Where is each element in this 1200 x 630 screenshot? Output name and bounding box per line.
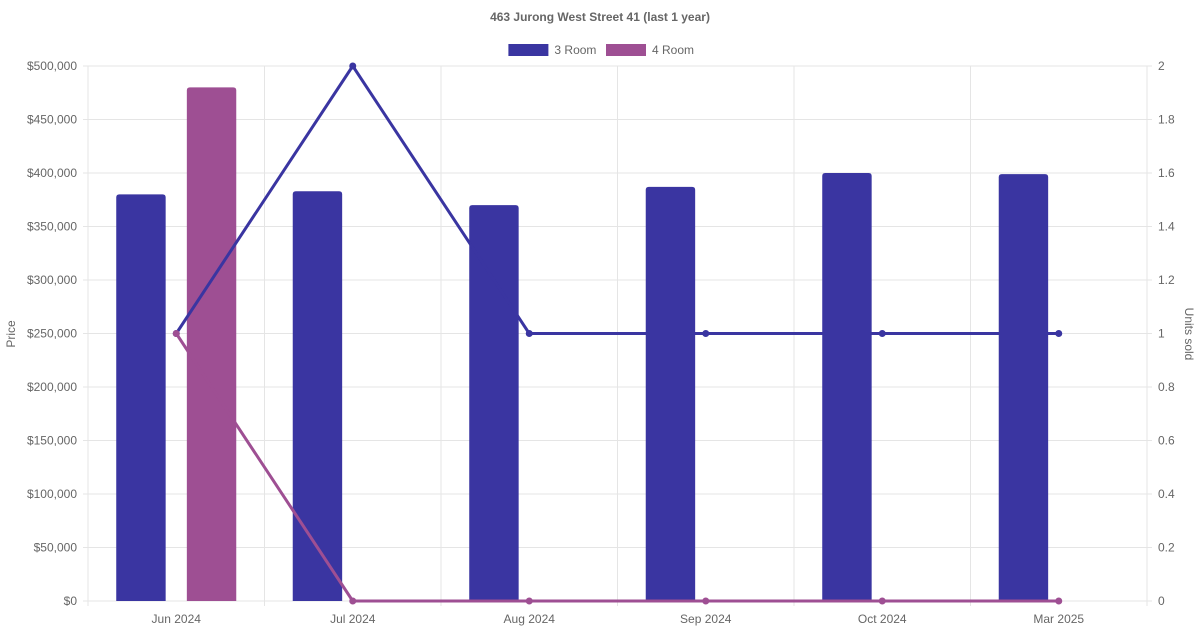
y2-tick-label: 1.6 — [1158, 166, 1175, 180]
point-3-room[interactable] — [1055, 330, 1063, 337]
bar-3-room[interactable] — [822, 173, 872, 601]
bar-3-room[interactable] — [469, 205, 519, 601]
point-4-room[interactable] — [702, 597, 710, 605]
y2-tick-label: 0.8 — [1158, 380, 1175, 394]
legend-label: 4 Room — [652, 43, 694, 57]
x-tick-label: Aug 2024 — [504, 612, 556, 626]
y2-tick-label: 0.6 — [1158, 434, 1175, 448]
bars — [116, 87, 1049, 601]
y-tick-label: $500,000 — [27, 59, 77, 73]
x-tick-label: Jul 2024 — [330, 612, 376, 626]
point-4-room[interactable] — [878, 597, 886, 605]
y-tick-label: $200,000 — [27, 380, 77, 394]
x-axis: Jun 2024 Jul 2024 Aug 2024 Sep 2024 Oct 2024… — [152, 612, 1085, 626]
legend-label: 3 Room — [554, 43, 596, 57]
y-tick-label: $450,000 — [27, 113, 77, 127]
y2-tick-label: 0.4 — [1158, 487, 1175, 501]
x-tick-label: Mar 2025 — [1033, 612, 1084, 626]
chart-title: 463 Jurong West Street 41 (last 1 year) — [490, 10, 710, 24]
y-tick-label: $150,000 — [27, 434, 77, 448]
line-4-room — [174, 332, 1059, 603]
point-4-room[interactable] — [172, 330, 180, 337]
bar-4-room[interactable] — [186, 87, 237, 601]
legend-item-4-room[interactable]: 4 Room — [606, 43, 694, 57]
point-3-room[interactable] — [525, 330, 533, 337]
legend-item-3-room[interactable]: 3 Room — [508, 43, 596, 57]
y-tick-label: $50,000 — [34, 541, 78, 555]
y-tick-label: $100,000 — [27, 487, 77, 501]
y2-tick-label: 1.8 — [1158, 113, 1175, 127]
y-axis-left: $0 $50,000 $100,000 $150,000 $200,000 $250,00… — [27, 59, 77, 608]
y-tick-label: $350,000 — [27, 220, 77, 234]
x-tick-label: Oct 2024 — [858, 612, 907, 626]
bar-3-room[interactable] — [998, 174, 1049, 601]
y2-tick-label: 0.2 — [1158, 541, 1175, 555]
legend-swatch — [606, 44, 646, 56]
y-axis-title-right: Units sold — [1182, 308, 1196, 361]
y2-tick-label: 0 — [1158, 594, 1165, 608]
x-tick-label: Jun 2024 — [152, 612, 202, 626]
point-3-room[interactable] — [878, 330, 886, 337]
point-4-room[interactable] — [349, 597, 357, 605]
line-3-room — [174, 64, 1059, 335]
gridlines — [83, 65, 1152, 606]
legend-swatch — [508, 44, 549, 56]
y-axis-right: 0 0.2 0.4 0.6 0.8 1 1.2 1.4 1.6 1.8 2 — [1158, 59, 1175, 608]
y-axis-title-left: Price — [4, 320, 18, 348]
y-tick-label: $300,000 — [27, 273, 77, 287]
y2-tick-label: 1.4 — [1158, 220, 1175, 234]
lines — [172, 62, 1063, 605]
y2-tick-label: 1.2 — [1158, 273, 1175, 287]
point-4-room[interactable] — [1055, 597, 1063, 605]
y-tick-label: $0 — [64, 594, 78, 608]
x-tick-label: Sep 2024 — [680, 612, 732, 626]
bar-3-room[interactable] — [292, 191, 343, 601]
point-3-room[interactable] — [349, 62, 357, 70]
point-4-room[interactable] — [525, 597, 533, 605]
point-3-room[interactable] — [702, 330, 710, 337]
y-tick-label: $250,000 — [27, 327, 77, 341]
y-tick-label: $400,000 — [27, 166, 77, 180]
y2-tick-label: 1 — [1158, 327, 1165, 341]
y2-tick-label: 2 — [1158, 59, 1165, 73]
bar-3-room[interactable] — [116, 194, 166, 601]
legend[interactable]: 3 Room 4 Room — [508, 43, 694, 57]
bar-3-room[interactable] — [645, 186, 696, 601]
